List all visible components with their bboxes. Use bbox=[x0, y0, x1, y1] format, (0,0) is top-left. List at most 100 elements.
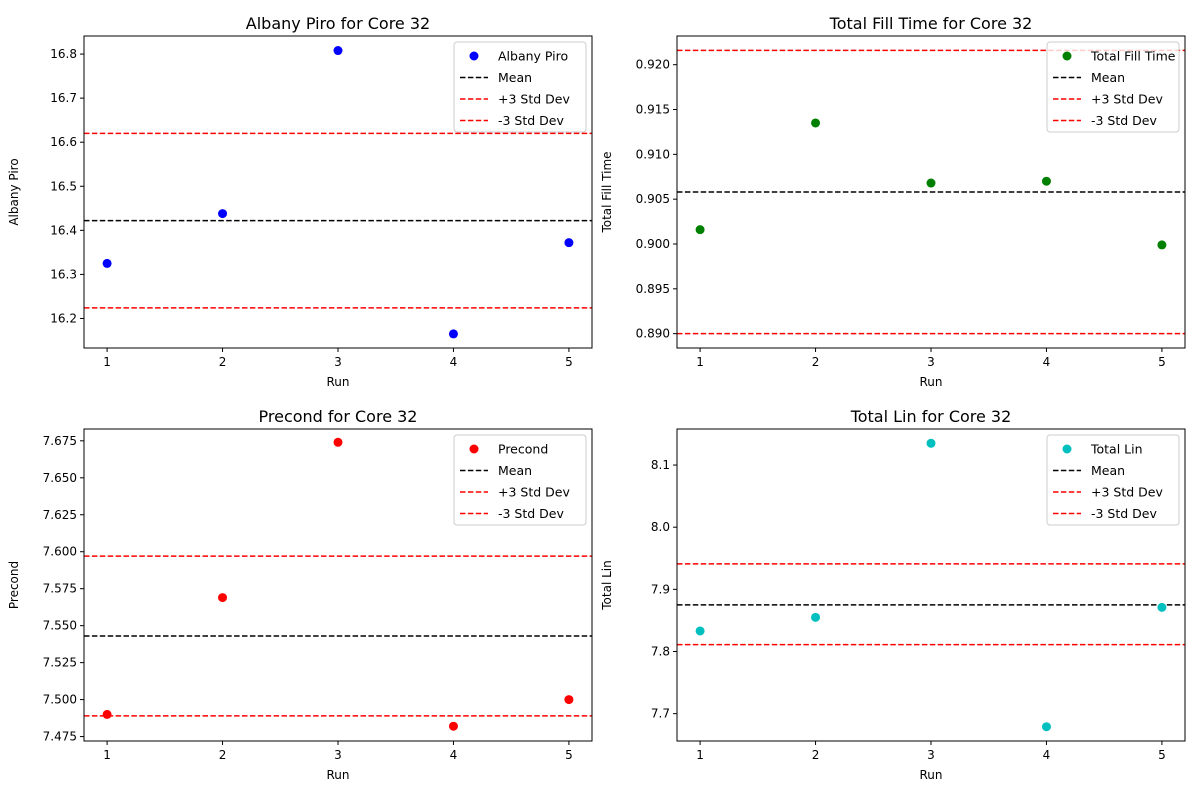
x-tick-label: 4 bbox=[450, 355, 458, 369]
y-tick-label: 0.915 bbox=[636, 103, 670, 117]
chart-2: Total Fill Time for Core 32 1 2 3 4 5 0.890 0.8… bbox=[600, 14, 1186, 389]
data-point bbox=[1041, 722, 1051, 732]
y-tick-label: 16.3 bbox=[50, 267, 77, 281]
x-tick-label: 3 bbox=[334, 355, 342, 369]
legend-label: +3 Std Dev bbox=[498, 92, 570, 107]
chart-title: Total Lin for Core 32 bbox=[850, 407, 1012, 426]
y-tick-label: 7.8 bbox=[651, 645, 670, 659]
data-point bbox=[695, 626, 705, 636]
x-tick-label: 4 bbox=[450, 748, 458, 762]
data-point bbox=[102, 709, 112, 719]
legend-label: Mean bbox=[1091, 463, 1125, 478]
x-axis-label: Run bbox=[326, 768, 349, 782]
data-point bbox=[1157, 602, 1167, 612]
y-tick-label: 0.920 bbox=[636, 58, 670, 72]
y-axis-label: Total Fill Time bbox=[600, 151, 614, 233]
y-tick-label: 0.890 bbox=[636, 327, 670, 341]
y-tick-label: 16.6 bbox=[50, 135, 77, 149]
data-point bbox=[811, 118, 821, 128]
x-tick-label: 1 bbox=[696, 748, 704, 762]
y-tick-label: 7.550 bbox=[43, 619, 77, 633]
x-tick-label: 2 bbox=[219, 748, 227, 762]
data-point bbox=[1157, 240, 1167, 250]
y-tick-label: 16.8 bbox=[50, 47, 77, 61]
legend-marker bbox=[469, 51, 479, 61]
y-tick-label: 0.895 bbox=[636, 282, 670, 296]
legend-box bbox=[1046, 434, 1180, 526]
y-axis-label: Total Lin bbox=[600, 560, 614, 610]
legend-label: Mean bbox=[498, 463, 532, 478]
x-tick-label: 3 bbox=[927, 748, 935, 762]
legend-box bbox=[453, 434, 587, 526]
legend-label: Mean bbox=[1091, 70, 1125, 85]
y-tick-label: 16.2 bbox=[50, 311, 77, 325]
y-axis-label: Albany Piro bbox=[7, 158, 21, 225]
legend-label: +3 Std Dev bbox=[1091, 485, 1163, 500]
legend-label: +3 Std Dev bbox=[1091, 92, 1163, 107]
x-tick-label: 5 bbox=[565, 355, 573, 369]
data-point bbox=[926, 438, 936, 448]
data-point bbox=[926, 178, 936, 188]
data-point bbox=[695, 225, 705, 235]
data-point bbox=[218, 209, 228, 219]
legend-box bbox=[453, 41, 587, 133]
x-tick-label: 4 bbox=[1043, 748, 1051, 762]
y-tick-label: 16.7 bbox=[50, 91, 77, 105]
data-point bbox=[1041, 176, 1051, 186]
chart-title: Albany Piro for Core 32 bbox=[246, 14, 430, 33]
y-tick-label: 0.910 bbox=[636, 147, 670, 161]
data-point bbox=[448, 329, 458, 339]
y-tick-label: 7.475 bbox=[43, 730, 77, 744]
y-tick-label: 7.600 bbox=[43, 545, 77, 559]
data-point bbox=[333, 437, 343, 447]
y-tick-label: 7.9 bbox=[651, 582, 670, 596]
legend-label: -3 Std Dev bbox=[498, 113, 564, 128]
data-point bbox=[218, 593, 228, 603]
y-tick-label: 0.900 bbox=[636, 237, 670, 251]
legend-label: -3 Std Dev bbox=[498, 506, 564, 521]
axes-frame bbox=[676, 35, 1186, 349]
data-point bbox=[564, 695, 574, 705]
y-tick-label: 7.650 bbox=[43, 471, 77, 485]
x-axis-label: Run bbox=[919, 375, 942, 389]
y-tick-label: 8.1 bbox=[651, 458, 670, 472]
y-tick-label: 7.625 bbox=[43, 508, 77, 522]
x-tick-label: 1 bbox=[103, 355, 111, 369]
y-tick-label: 16.5 bbox=[50, 179, 77, 193]
x-tick-label: 5 bbox=[1158, 355, 1166, 369]
x-tick-label: 2 bbox=[812, 355, 820, 369]
axes-frame bbox=[83, 35, 593, 349]
y-tick-label: 7.575 bbox=[43, 582, 77, 596]
data-point bbox=[102, 258, 112, 268]
legend-label: +3 Std Dev bbox=[498, 485, 570, 500]
data-point bbox=[448, 721, 458, 731]
axes-frame bbox=[676, 428, 1186, 742]
x-axis-label: Run bbox=[919, 768, 942, 782]
x-tick-label: 5 bbox=[1158, 748, 1166, 762]
data-point bbox=[333, 46, 343, 56]
legend: Precond Mean +3 Std Dev -3 Std Dev bbox=[453, 434, 587, 526]
x-tick-label: 2 bbox=[219, 355, 227, 369]
legend-label: Precond bbox=[498, 442, 548, 457]
legend-label: -3 Std Dev bbox=[1091, 506, 1157, 521]
x-tick-label: 3 bbox=[927, 355, 935, 369]
legend-label: Mean bbox=[498, 70, 532, 85]
y-tick-label: 0.905 bbox=[636, 192, 670, 206]
data-point bbox=[564, 238, 574, 248]
chart-4: Total Lin for Core 32 1 2 3 4 5 7.7 7.8 7.9 8.0 8.… bbox=[600, 407, 1186, 782]
chart-title: Precond for Core 32 bbox=[259, 407, 418, 426]
legend: Albany Piro Mean +3 Std Dev -3 Std Dev bbox=[453, 41, 587, 133]
legend-marker bbox=[1062, 444, 1072, 454]
legend-marker bbox=[1062, 51, 1072, 61]
x-tick-label: 1 bbox=[696, 355, 704, 369]
y-axis-label: Precond bbox=[7, 561, 21, 609]
legend-label: Albany Piro bbox=[498, 49, 568, 64]
y-tick-label: 8.0 bbox=[651, 520, 670, 534]
y-tick-label: 7.675 bbox=[43, 434, 77, 448]
y-tick-label: 16.4 bbox=[50, 223, 77, 237]
y-tick-label: 7.7 bbox=[651, 707, 670, 721]
y-tick-label: 7.500 bbox=[43, 693, 77, 707]
x-tick-label: 4 bbox=[1043, 355, 1051, 369]
x-tick-label: 2 bbox=[812, 748, 820, 762]
